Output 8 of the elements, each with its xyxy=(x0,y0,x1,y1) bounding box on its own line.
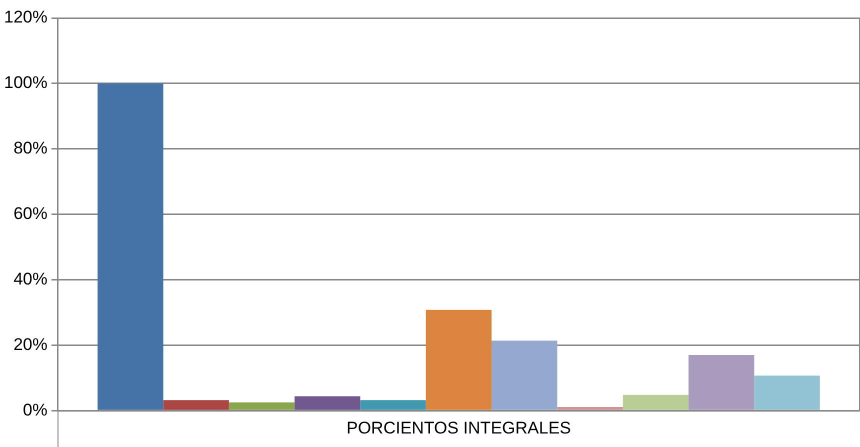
y-tick-label: 40% xyxy=(13,269,48,288)
y-tick-label: 20% xyxy=(13,334,48,354)
y-tick-label: 60% xyxy=(13,204,48,223)
x-tick-label: PORCIENTOS INTEGRALES xyxy=(346,418,571,438)
y-tick-label: 0% xyxy=(22,400,48,420)
y-tick-label: 120% xyxy=(4,8,48,27)
y-tick-label: 100% xyxy=(4,73,48,92)
y-tick-label: 80% xyxy=(13,138,48,158)
